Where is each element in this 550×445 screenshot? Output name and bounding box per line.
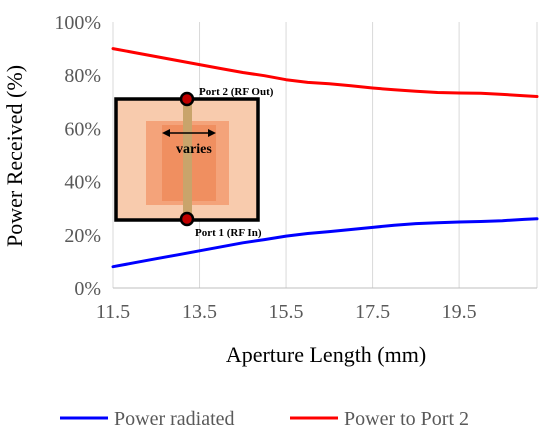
inset-feed-strip — [183, 99, 192, 220]
inset-arrow-label: varies — [176, 142, 212, 157]
port-1-marker — [179, 211, 195, 227]
x-tick-label-4: 19.5 — [442, 301, 477, 323]
legend-label-power-to-port-2: Power to Port 2 — [344, 408, 469, 430]
series-line-power-radiated — [111, 217, 539, 269]
x-tick-label-2: 15.5 — [269, 301, 304, 323]
legend-label-power-radiated: Power radiated — [114, 408, 235, 430]
legend: Power radiated Power to Port 2 — [60, 408, 469, 430]
y-tick-label-2: 40% — [64, 172, 101, 194]
series-lines — [111, 47, 539, 269]
y-tick-label-3: 60% — [64, 118, 101, 140]
inset-arrow-left-head — [162, 129, 170, 137]
x-tick-labels: 11.5 13.5 15.5 17.5 19.5 — [96, 301, 477, 323]
x-tick-label-3: 17.5 — [355, 301, 390, 323]
inset-arrow-right-head — [208, 129, 216, 137]
y-tick-labels: 0% 20% 40% 60% 80% 100% — [54, 12, 101, 300]
y-tick-label-4: 80% — [64, 65, 101, 87]
inset-diagram: varies Port 2 (RF Out) Port 1 (RF In) — [114, 86, 274, 239]
port-1-label: Port 1 (RF In) — [195, 227, 262, 239]
series-line-power-to-port-2 — [111, 47, 539, 98]
port-2-label: Port 2 (RF Out) — [199, 86, 274, 98]
y-tick-label-0: 0% — [74, 278, 101, 300]
x-tick-label-1: 13.5 — [182, 301, 217, 323]
x-axis-title: Aperture Length (mm) — [226, 342, 426, 367]
port-2-marker — [179, 91, 195, 107]
y-axis-title: Power Received (%) — [2, 65, 27, 247]
y-tick-label-1: 20% — [64, 225, 101, 247]
x-tick-label-0: 11.5 — [96, 301, 130, 323]
y-tick-label-5: 100% — [54, 12, 101, 34]
